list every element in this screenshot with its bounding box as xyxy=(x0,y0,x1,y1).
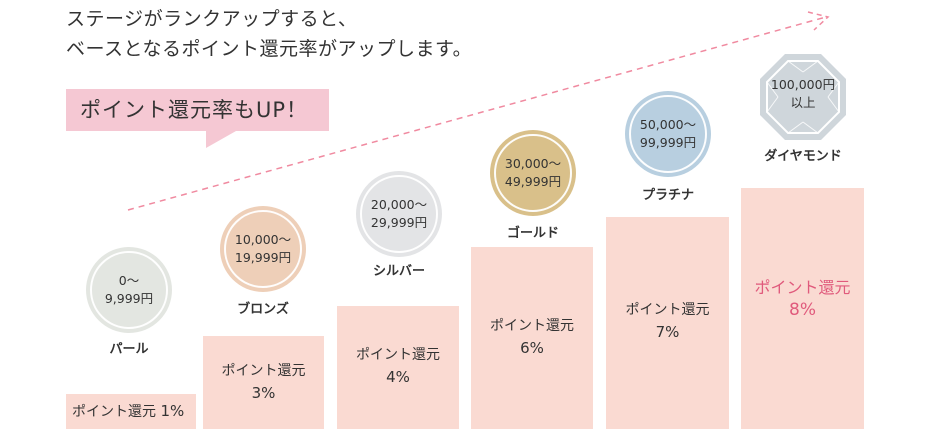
gold-coin: 30,000〜 49,999円 xyxy=(490,130,576,216)
diamond-bar: ポイント還元 8% xyxy=(741,188,864,429)
gold-range-min: 30,000〜 xyxy=(504,156,562,171)
gold-stage-name: ゴールド xyxy=(506,226,559,241)
bronze-coin: 10,000〜 19,999円 xyxy=(220,206,306,292)
bronze-range-max: 19,999円 xyxy=(234,250,292,265)
silver-range-min: 20,000〜 xyxy=(370,197,428,212)
platinum-rate: 7% xyxy=(655,323,680,341)
diamond-range-min: 100,000円 xyxy=(770,77,836,92)
point-rate-up-bubble: ポイント還元率もUP！ xyxy=(66,89,329,131)
diamond-return-label: ポイント還元 xyxy=(754,278,851,297)
diamond-stage-name: ダイヤモンド xyxy=(764,149,842,164)
headline-line-2: ベースとなるポイント還元率がアップします。 xyxy=(66,38,473,60)
pearl-range-max: 9,999円 xyxy=(104,291,154,306)
platinum-range-min: 50,000〜 xyxy=(639,117,697,132)
pearl-return-label: ポイント還元 xyxy=(72,404,156,420)
gold-rate: 6% xyxy=(520,339,544,357)
silver-stage-name: シルバー xyxy=(372,264,425,279)
bronze-rate: 3% xyxy=(251,384,276,402)
bronze-stage-name: ブロンズ xyxy=(237,302,289,317)
diamond-range: 100,000円 以上 xyxy=(758,76,848,112)
platinum-return-label: ポイント還元 xyxy=(625,302,710,318)
bronze-return-label: ポイント還元 xyxy=(221,363,306,379)
silver-rate: 4% xyxy=(386,368,410,386)
diamond-range-max: 以上 xyxy=(790,95,816,110)
platinum-stage-name: プラチナ xyxy=(641,188,694,203)
gold-return-label: ポイント還元 xyxy=(490,318,574,334)
silver-bar: ポイント還元 4% xyxy=(337,306,459,429)
bronze-bar: ポイント還元 3% xyxy=(203,336,324,429)
bubble-tail xyxy=(206,131,236,148)
diamond-rate: 8% xyxy=(789,300,816,320)
bronze-range-min: 10,000〜 xyxy=(234,232,292,247)
pearl-bar: ポイント還元 1% xyxy=(66,394,196,429)
pearl-stage-name: パール xyxy=(109,342,149,357)
pearl-rate: 1% xyxy=(160,402,185,420)
platinum-range-max: 99,999円 xyxy=(639,135,697,150)
silver-coin: 20,000〜 29,999円 xyxy=(356,171,442,257)
headline: ステージがランクアップすると、 ベースとなるポイント還元率がアップします。 xyxy=(66,4,472,64)
platinum-bar: ポイント還元 7% xyxy=(606,217,729,429)
pearl-coin: 0〜 9,999円 xyxy=(86,247,172,333)
platinum-coin: 50,000〜 99,999円 xyxy=(625,91,711,177)
gold-range-max: 49,999円 xyxy=(504,174,562,189)
silver-range-max: 29,999円 xyxy=(370,215,428,230)
diamond-icon xyxy=(760,54,846,140)
pearl-range-min: 0〜 xyxy=(118,273,140,288)
silver-return-label: ポイント還元 xyxy=(356,347,440,363)
gold-bar: ポイント還元 6% xyxy=(471,247,593,429)
headline-line-1: ステージがランクアップすると、 xyxy=(66,8,358,30)
